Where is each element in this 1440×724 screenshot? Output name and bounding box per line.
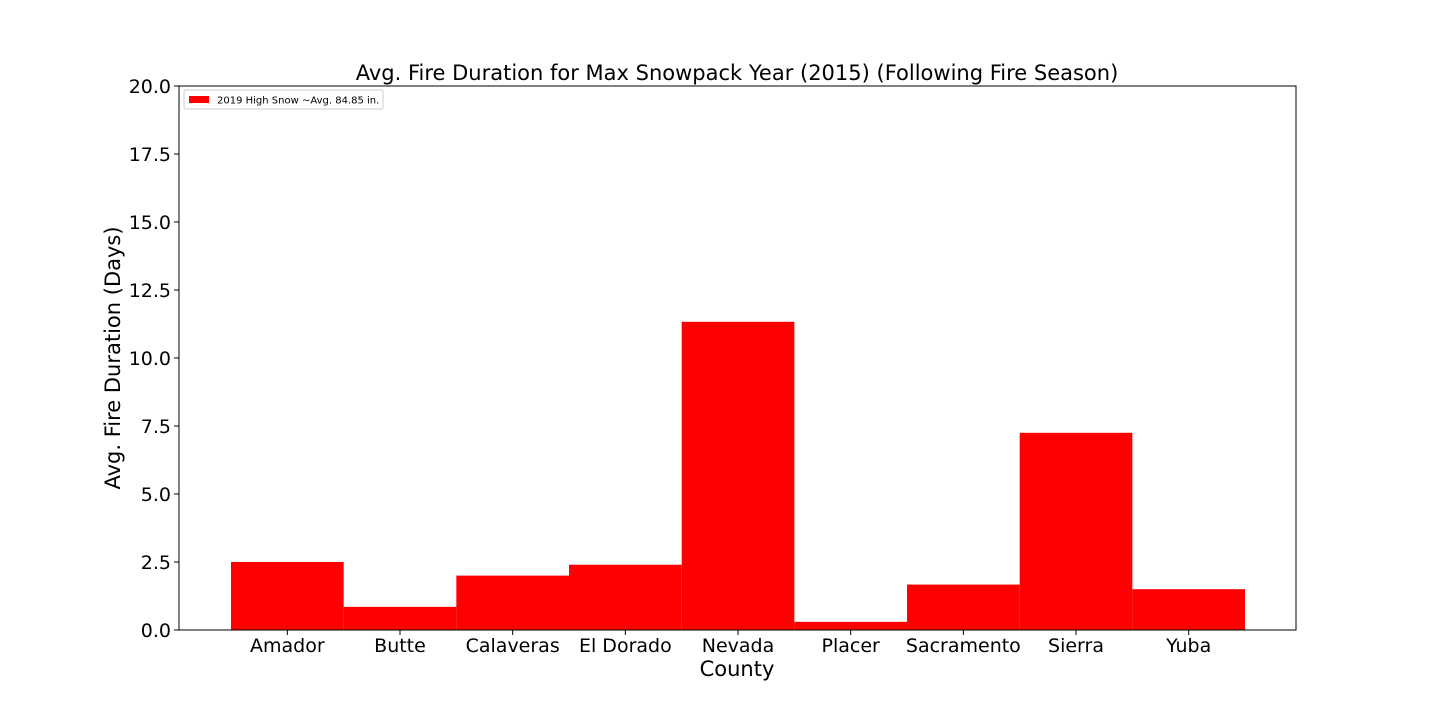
bar-yuba [1132, 589, 1246, 630]
bar-el-dorado [569, 564, 682, 630]
bar-sacramento [907, 584, 1020, 630]
y-tick-label: 0.0 [141, 620, 171, 642]
x-tick-label: Yuba [1165, 635, 1211, 657]
y-tick-label: 10.0 [129, 348, 171, 370]
x-tick-label: Butte [374, 635, 426, 657]
bar-sierra [1019, 432, 1133, 630]
y-tick-label: 2.5 [141, 552, 171, 574]
y-tick-label: 5.0 [141, 484, 171, 506]
x-tick-label: El Dorado [579, 635, 672, 657]
legend-swatch [189, 96, 209, 103]
x-axis-ticks: Amador Butte Calaveras El Dorado Nevada Place… [250, 630, 1211, 657]
x-tick-label: Sacramento [906, 635, 1021, 657]
legend-frame [183, 89, 384, 110]
x-axis-label: County [700, 657, 775, 681]
y-tick-label: 15.0 [129, 212, 171, 234]
bar-calaveras [456, 575, 570, 630]
x-tick-label: Placer [822, 635, 881, 657]
y-axis-label: Avg. Fire Duration (Days) [101, 226, 125, 489]
x-tick-label: Amador [250, 635, 325, 657]
bar-placer [794, 621, 908, 630]
x-tick-label: Nevada [702, 635, 775, 657]
y-tick-label: 20.0 [129, 76, 171, 98]
bars-group [231, 321, 1246, 630]
bar-amador [231, 562, 344, 630]
legend: 2019 High Snow ~Avg. 84.85 in. [183, 89, 384, 110]
y-axis-ticks: 0.0 2.5 5.0 7.5 10.0 12.5 15.0 17.5 20.0 [129, 76, 179, 642]
x-tick-label: Sierra [1048, 635, 1104, 657]
chart-title: Avg. Fire Duration for Max Snowpack Year… [356, 61, 1119, 85]
y-tick-label: 7.5 [141, 416, 171, 438]
legend-label: 2019 High Snow ~Avg. 84.85 in. [217, 96, 379, 107]
bar-butte [343, 606, 457, 630]
y-tick-label: 17.5 [129, 144, 171, 166]
bar-nevada [681, 321, 795, 630]
x-tick-label: Calaveras [466, 635, 560, 657]
y-tick-label: 12.5 [129, 280, 171, 302]
